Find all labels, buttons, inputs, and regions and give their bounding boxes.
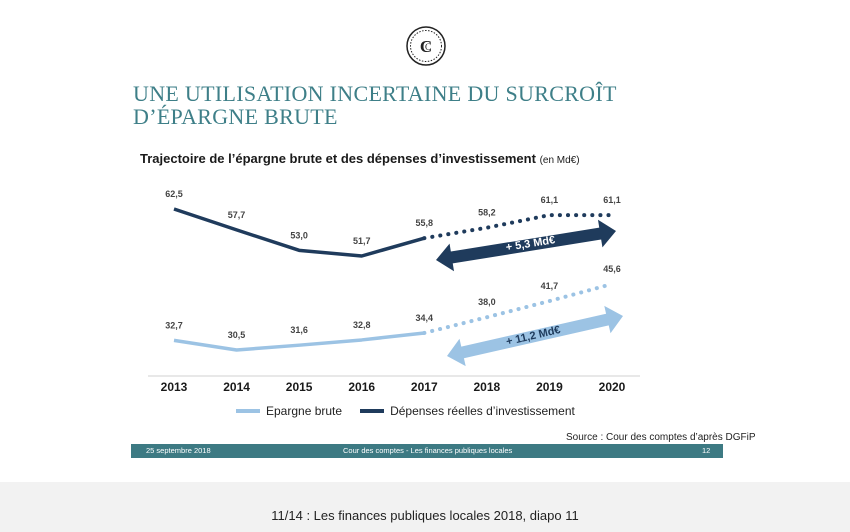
legend-swatch-depenses bbox=[360, 409, 385, 413]
annotation-arrow-epargne bbox=[447, 305, 623, 367]
annotation-arrows: + 5,3 Md€ + 11,2 Md€ bbox=[436, 219, 623, 367]
data-label-s1-7: 61,1 bbox=[603, 195, 621, 205]
x-tick-label-2019: 2019 bbox=[536, 380, 563, 394]
x-tick-label-2018: 2018 bbox=[474, 380, 501, 394]
data-label-s0-3: 32,8 bbox=[353, 320, 371, 330]
data-label-s0-1: 30,5 bbox=[228, 330, 246, 340]
chart-subtitle: Trajectoire de l’épargne brute et des dé… bbox=[140, 151, 580, 166]
data-label-s1-0: 62,5 bbox=[165, 189, 183, 199]
svg-text:C: C bbox=[420, 37, 432, 56]
data-label-s1-4: 55,8 bbox=[416, 218, 434, 228]
chart-lines bbox=[173, 207, 614, 352]
legend-item-depenses: Dépenses réelles d’investissement bbox=[360, 404, 575, 418]
line-chart: + 5,3 Md€ + 11,2 Md€ 32,7 30,5 31,6 32,8 34,4… bbox=[148, 189, 640, 394]
data-label-s1-1: 57,7 bbox=[228, 210, 246, 220]
series-line-1 bbox=[173, 207, 425, 258]
chart-subtitle-unit: (en Md€) bbox=[539, 155, 580, 166]
data-label-s0-0: 32,7 bbox=[165, 320, 183, 330]
x-tick-label-2016: 2016 bbox=[348, 380, 375, 394]
data-label-s0-2: 31,6 bbox=[290, 325, 308, 335]
legend-label-epargne: Epargne brute bbox=[266, 404, 343, 418]
source-note: Source : Cour des comptes d’après DGFiP bbox=[566, 432, 756, 443]
legend-label-depenses: Dépenses réelles d’investissement bbox=[390, 404, 575, 418]
footer-page-number: 12 bbox=[702, 446, 711, 455]
data-label-s0-5: 38,0 bbox=[478, 297, 496, 307]
annotation-arrow-depenses bbox=[436, 219, 616, 272]
data-label-s1-2: 53,0 bbox=[290, 230, 308, 240]
data-label-s0-4: 34,4 bbox=[416, 313, 434, 323]
series-projection-0 bbox=[422, 282, 614, 335]
data-label-s1-3: 51,7 bbox=[353, 236, 371, 246]
data-label-s1-5: 58,2 bbox=[478, 208, 496, 218]
data-label-s0-7: 45,6 bbox=[603, 264, 621, 274]
svg-text:C: C bbox=[425, 42, 431, 52]
x-tick-label-2017: 2017 bbox=[411, 380, 438, 394]
legend-item-epargne: Epargne brute bbox=[236, 404, 342, 418]
slide-footer: 25 septembre 2018 Cour des comptes - Les… bbox=[131, 444, 723, 458]
legend-swatch-epargne bbox=[236, 409, 260, 413]
annotation-label-depenses: + 5,3 Md€ bbox=[505, 234, 556, 254]
slide-title: UNE UTILISATION INCERTAINE DU SURCROÎT D… bbox=[133, 82, 617, 128]
slide-title-line-1: UNE UTILISATION INCERTAINE DU SURCROÎT bbox=[133, 81, 617, 106]
cour-des-comptes-logo-icon: C C bbox=[406, 26, 446, 66]
caption-band bbox=[0, 482, 850, 532]
chart-legend: Epargne brute Dépenses réelles d’investi… bbox=[236, 404, 575, 418]
footer-date: 25 septembre 2018 bbox=[146, 446, 211, 455]
slide: C C UNE UTILISATION INCERTAINE DU SURCRO… bbox=[131, 26, 756, 458]
data-label-s0-6: 41,7 bbox=[541, 281, 559, 291]
x-tick-label-2013: 2013 bbox=[161, 380, 188, 394]
chart-data-labels: 32,7 30,5 31,6 32,8 34,4 38,0 41,7 45,6 62,5 57,7… bbox=[165, 189, 621, 340]
annotation-label-epargne: + 11,2 Md€ bbox=[505, 324, 562, 348]
x-tick-label-2014: 2014 bbox=[223, 380, 250, 394]
series-line-0 bbox=[173, 331, 425, 352]
footer-center-text: Cour des comptes - Les finances publique… bbox=[343, 446, 513, 455]
x-axis-tick-labels: 2013 2014 2015 2016 2017 2018 2019 2020 bbox=[161, 380, 626, 394]
slide-title-line-2: D’ÉPARGNE BRUTE bbox=[133, 104, 338, 129]
image-caption: 11/14 : Les finances publiques locales 2… bbox=[271, 508, 579, 523]
series-projection-1 bbox=[422, 213, 614, 241]
x-tick-label-2015: 2015 bbox=[286, 380, 313, 394]
x-tick-label-2020: 2020 bbox=[599, 380, 626, 394]
chart-subtitle-text: Trajectoire de l’épargne brute et des dé… bbox=[140, 151, 536, 166]
data-label-s1-6: 61,1 bbox=[541, 195, 559, 205]
